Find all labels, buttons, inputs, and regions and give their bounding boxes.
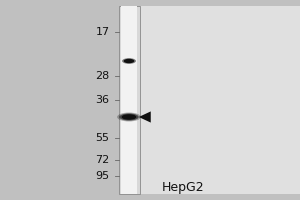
Text: 17: 17	[95, 27, 110, 37]
Text: 72: 72	[95, 155, 110, 165]
Ellipse shape	[124, 59, 134, 63]
Text: 55: 55	[95, 133, 110, 143]
Ellipse shape	[122, 114, 136, 120]
Polygon shape	[139, 111, 151, 123]
Ellipse shape	[122, 58, 136, 64]
Text: 36: 36	[95, 95, 110, 105]
Bar	[121, 6, 137, 194]
Bar	[140, 6, 300, 194]
Text: 95: 95	[95, 171, 110, 181]
Text: 28: 28	[95, 71, 110, 81]
Text: HepG2: HepG2	[162, 182, 204, 194]
Ellipse shape	[117, 113, 141, 121]
Ellipse shape	[119, 113, 139, 121]
Bar	[118, 6, 140, 194]
